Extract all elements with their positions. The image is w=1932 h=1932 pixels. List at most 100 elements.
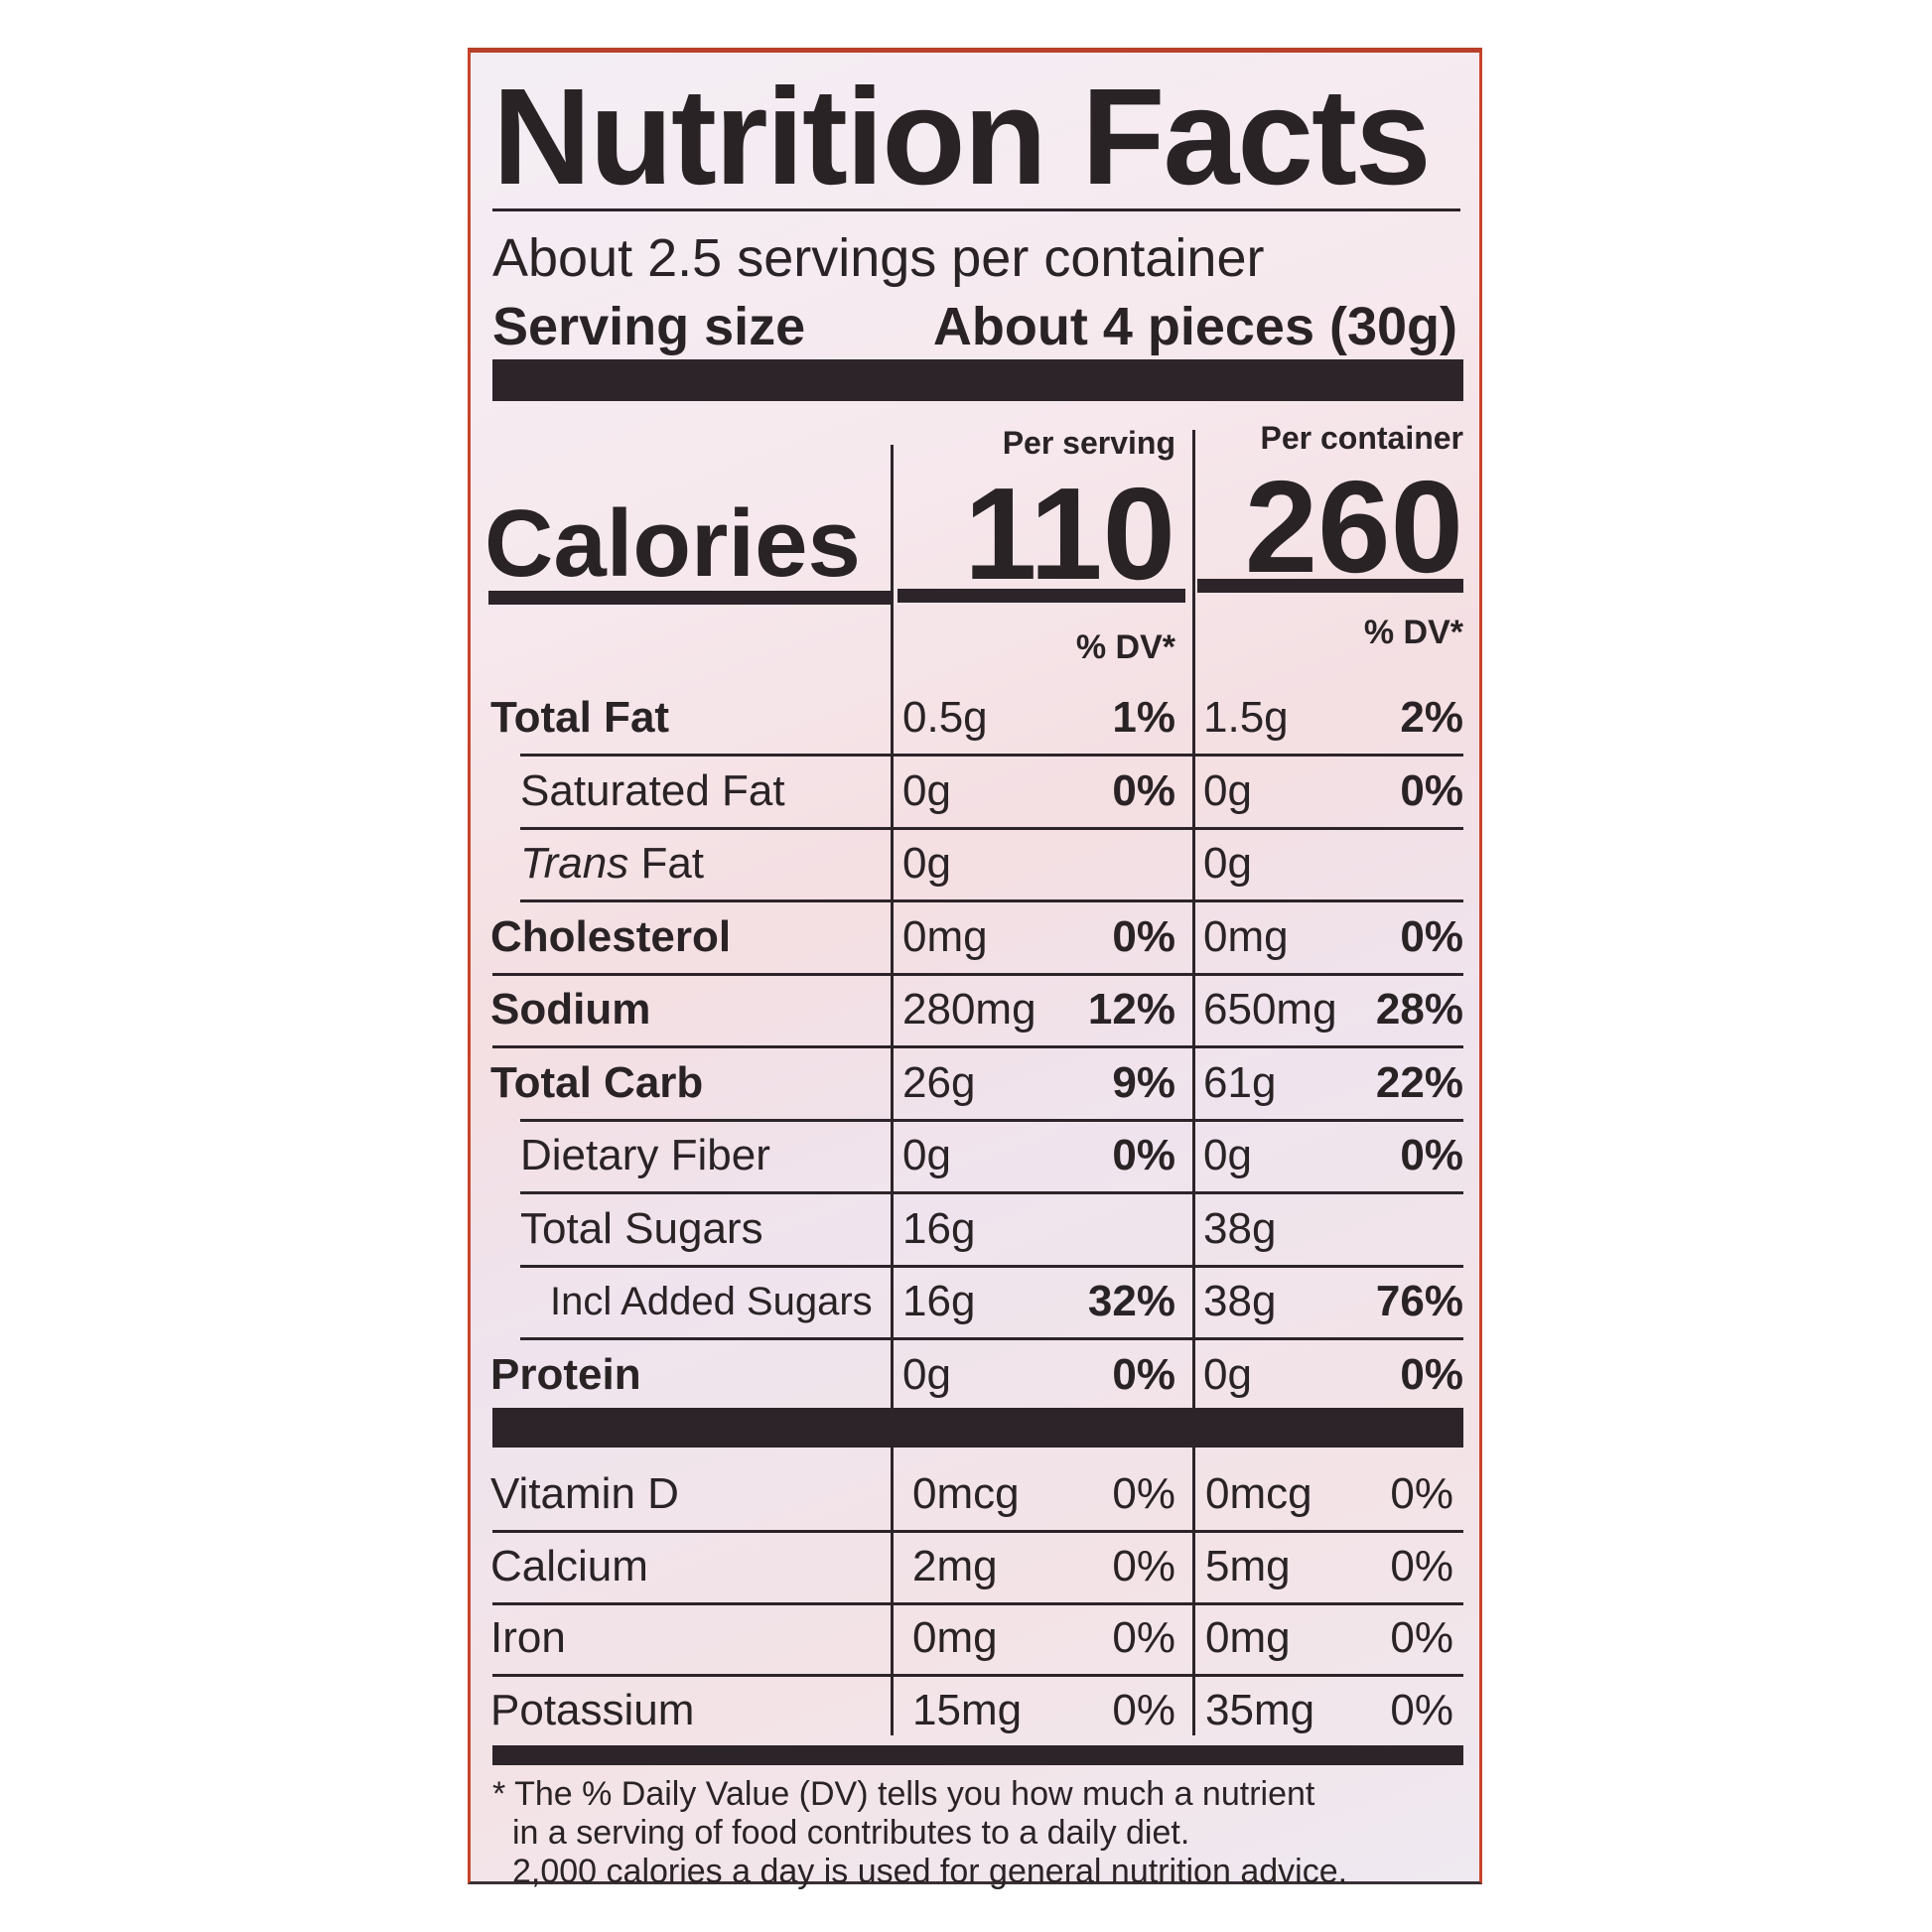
per-serving-amount: 2mg — [912, 1541, 998, 1590]
vitamin-label: Calcium — [490, 1541, 648, 1590]
per-serving-header: Per serving — [1002, 425, 1175, 461]
thick-divider — [492, 359, 1463, 401]
row-divider — [520, 1337, 1463, 1340]
per-container-dv: 0% — [1390, 1469, 1453, 1518]
per-container-dv: 0% — [1390, 1613, 1453, 1662]
row-divider — [520, 826, 1463, 830]
per-serving-dv: 0% — [1112, 1131, 1175, 1179]
row-divider — [520, 754, 1463, 757]
per-serving-amount: 15mg — [912, 1685, 1023, 1734]
nutrient-label: Saturated Fat — [520, 761, 785, 821]
footnote-line: * The % Daily Value (DV) tells you how m… — [492, 1775, 1315, 1813]
nutrient-label: Trans Fat — [520, 834, 704, 894]
per-container-amount: 35mg — [1205, 1685, 1315, 1734]
serving-size-value: About 4 pieces (30g) — [932, 297, 1457, 356]
nutrient-label-text: Total Carb — [490, 1057, 704, 1107]
per-serving-amount: 26g — [902, 1057, 976, 1107]
nutrient-label: Cholesterol — [490, 907, 731, 967]
per-serving-dv: 0% — [1112, 1541, 1175, 1590]
per-serving-amount: 0mcg — [912, 1469, 1020, 1518]
per-container-header: Per container — [1260, 420, 1463, 456]
nutrient-label: Protein — [490, 1345, 641, 1405]
per-container-dv: 76% — [1375, 1277, 1463, 1325]
per-serving-amount: 0g — [902, 1349, 951, 1399]
per-container-amount: 0g — [1203, 765, 1252, 815]
per-serving-dv: 0% — [1112, 911, 1175, 961]
per-container-dv: 0% — [1400, 765, 1463, 815]
nutrient-label-text: Sodium — [490, 985, 651, 1034]
row-divider — [492, 972, 1463, 976]
per-serving-dv: 0% — [1112, 765, 1175, 815]
per-container-amount: 0mg — [1205, 1613, 1291, 1662]
per-container-amount: 650mg — [1203, 985, 1337, 1034]
nutrient-label: Incl Added Sugars — [550, 1272, 873, 1331]
divider — [492, 208, 1460, 211]
per-container-amount: 0g — [1203, 839, 1252, 888]
nutrient-label-text: Saturated Fat — [520, 765, 785, 815]
per-serving-amount: 0g — [902, 1131, 951, 1179]
thick-divider — [488, 591, 891, 605]
row-divider — [520, 1264, 1463, 1268]
nutrient-label-text: Protein — [490, 1349, 641, 1399]
per-container-amount: 0g — [1203, 1349, 1252, 1399]
thick-divider — [897, 589, 1185, 603]
per-container-dv: 22% — [1375, 1057, 1463, 1107]
vitamin-label: Potassium — [490, 1685, 695, 1734]
per-serving-amount: 16g — [902, 1277, 976, 1325]
vitamin-label: Vitamin D — [490, 1469, 679, 1518]
per-serving-dv: 0% — [1112, 1613, 1175, 1662]
calories-label: Calories — [484, 490, 861, 597]
per-serving-amount: 0mg — [902, 911, 988, 961]
per-container-dv: 28% — [1375, 985, 1463, 1034]
per-serving-amount: 280mg — [902, 985, 1036, 1034]
row-divider — [492, 1601, 1463, 1605]
per-container-amount: 38g — [1203, 1277, 1277, 1325]
per-serving-amount: 0.5g — [902, 693, 988, 742]
per-container-amount: 61g — [1203, 1057, 1277, 1107]
row-divider — [520, 1118, 1463, 1122]
row-divider — [520, 899, 1463, 902]
nutrient-label-text: Cholesterol — [490, 911, 732, 961]
calories-per-serving: 110 — [964, 461, 1175, 607]
footnote-line: in a serving of food contributes to a da… — [512, 1814, 1190, 1852]
per-container-dv: 2% — [1400, 693, 1463, 742]
nutrient-label-italic: Trans — [520, 839, 629, 888]
footnote: * The % Daily Value (DV) tells you how m… — [492, 1775, 1347, 1891]
nutrient-label-text: Fat — [628, 839, 705, 888]
per-serving-dv: 0% — [1112, 1349, 1175, 1399]
row-divider — [492, 1674, 1463, 1677]
per-serving-dv: 9% — [1112, 1057, 1175, 1107]
row-divider — [492, 1045, 1463, 1048]
nutrient-label-text: Dietary Fiber — [520, 1131, 770, 1179]
dv-header-container: % DV* — [1363, 614, 1463, 651]
nutrient-label: Sodium — [490, 980, 650, 1039]
nutrient-label-text: Total Sugars — [520, 1203, 763, 1253]
nutrition-facts-label: Nutrition Facts About 2.5 servings per c… — [468, 48, 1482, 1890]
thick-divider — [492, 1745, 1463, 1765]
per-container-amount: 38g — [1203, 1203, 1277, 1253]
nutrient-label: Total Carb — [490, 1053, 703, 1113]
row-divider — [520, 1191, 1463, 1194]
per-serving-dv: 0% — [1112, 1469, 1175, 1518]
per-container-dv: 0% — [1400, 1349, 1463, 1399]
label-title: Nutrition Facts — [492, 61, 1432, 213]
per-serving-amount: 0mg — [912, 1613, 998, 1662]
column-divider — [891, 445, 894, 1735]
thick-divider — [1197, 579, 1463, 593]
per-serving-dv: 32% — [1087, 1277, 1175, 1325]
per-serving-dv: 1% — [1112, 693, 1175, 742]
per-container-dv: 0% — [1390, 1541, 1453, 1590]
per-container-amount: 0g — [1203, 1131, 1252, 1179]
per-container-dv: 0% — [1390, 1685, 1453, 1734]
nutrient-label: Dietary Fiber — [520, 1126, 770, 1185]
per-container-dv: 0% — [1400, 1131, 1463, 1179]
serving-size-label: Serving size — [492, 297, 806, 356]
nutrient-label: Total Fat — [490, 688, 669, 748]
calories-per-container: 260 — [1244, 454, 1463, 600]
per-serving-dv: 0% — [1112, 1685, 1175, 1734]
nutrient-label-text: Total Fat — [490, 693, 670, 742]
column-divider — [1192, 430, 1195, 1735]
servings-per-container: About 2.5 servings per container — [492, 228, 1265, 288]
per-serving-dv: 12% — [1087, 985, 1175, 1034]
dv-header-serving: % DV* — [1075, 628, 1175, 666]
